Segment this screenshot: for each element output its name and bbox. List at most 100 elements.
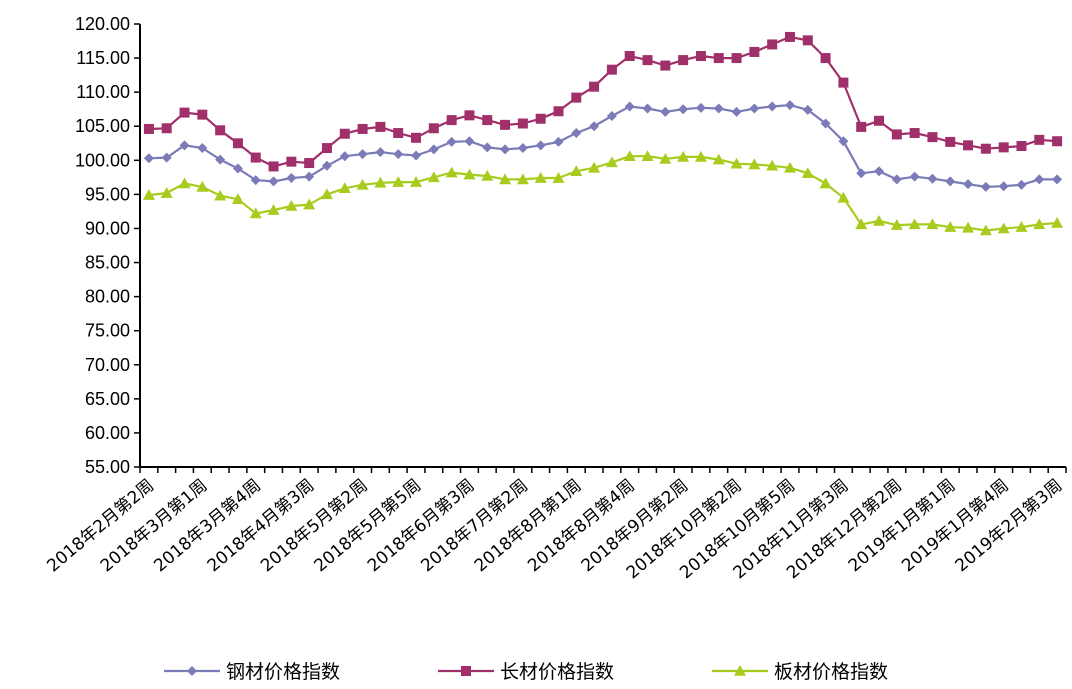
data-point bbox=[160, 187, 173, 198]
data-point bbox=[338, 182, 351, 194]
data-point bbox=[445, 166, 458, 178]
data-point bbox=[232, 138, 243, 149]
y-tick-label: 90.00 bbox=[85, 218, 130, 238]
series-3 bbox=[142, 150, 1064, 236]
data-point bbox=[161, 123, 172, 134]
data-point bbox=[694, 150, 707, 162]
data-point bbox=[427, 171, 440, 183]
data-point bbox=[187, 666, 197, 676]
data-point bbox=[908, 218, 921, 230]
y-tick-label: 95.00 bbox=[85, 184, 130, 204]
data-point bbox=[606, 111, 617, 122]
legend-item-3: 板材价格指数 bbox=[712, 661, 888, 683]
data-point bbox=[695, 102, 706, 113]
y-axis: 55.00 60.00 65.00 70.00 75.00 80.00 85.00 90.00… bbox=[75, 14, 141, 477]
data-point bbox=[819, 177, 832, 189]
data-point bbox=[874, 115, 885, 126]
data-point bbox=[481, 169, 494, 181]
data-point bbox=[1016, 179, 1027, 190]
y-tick-label: 80.00 bbox=[85, 287, 130, 307]
y-tick-label: 120.00 bbox=[75, 14, 130, 34]
series-line bbox=[148, 103, 1058, 188]
data-point bbox=[446, 115, 457, 126]
data-point bbox=[784, 31, 795, 42]
data-point bbox=[891, 174, 902, 185]
data-point bbox=[428, 144, 439, 155]
data-point bbox=[801, 167, 814, 179]
y-tick-label: 85.00 bbox=[85, 253, 130, 273]
y-tick-label: 55.00 bbox=[85, 457, 130, 477]
data-point bbox=[393, 149, 404, 160]
y-tick-label: 110.00 bbox=[76, 82, 130, 102]
data-point bbox=[499, 173, 512, 185]
data-point bbox=[231, 193, 244, 204]
data-point bbox=[945, 176, 956, 187]
data-point bbox=[197, 143, 208, 154]
data-point bbox=[392, 176, 405, 187]
data-point bbox=[767, 39, 778, 50]
data-point bbox=[838, 77, 849, 88]
data-point bbox=[215, 154, 226, 165]
data-point bbox=[286, 173, 297, 184]
data-point bbox=[748, 158, 761, 170]
data-point bbox=[660, 60, 671, 71]
series-layer bbox=[142, 31, 1064, 236]
data-point bbox=[997, 222, 1010, 234]
data-point bbox=[731, 106, 742, 117]
data-point bbox=[713, 103, 724, 114]
legend-label: 钢材价格指数 bbox=[226, 661, 340, 683]
data-point bbox=[945, 136, 956, 147]
series-line bbox=[148, 155, 1058, 232]
data-point bbox=[605, 156, 618, 168]
data-point bbox=[998, 181, 1009, 192]
data-point bbox=[250, 152, 261, 163]
y-tick-label: 100.00 bbox=[75, 150, 130, 170]
data-point bbox=[142, 189, 155, 200]
data-point bbox=[588, 161, 601, 173]
data-point bbox=[464, 136, 475, 147]
data-point bbox=[428, 123, 439, 134]
data-point bbox=[268, 161, 279, 172]
data-point bbox=[783, 161, 796, 173]
data-point bbox=[820, 118, 831, 129]
data-point bbox=[267, 204, 280, 215]
data-point bbox=[304, 158, 315, 169]
data-point bbox=[927, 132, 938, 143]
data-point bbox=[909, 128, 920, 139]
data-point bbox=[624, 101, 635, 112]
legend-item-2: 长材价格指数 bbox=[438, 661, 614, 683]
data-point bbox=[249, 207, 262, 219]
y-tick-label: 115.00 bbox=[76, 48, 130, 68]
data-point bbox=[268, 176, 279, 187]
data-point bbox=[411, 132, 422, 143]
data-point bbox=[926, 218, 939, 230]
y-tick-label: 70.00 bbox=[85, 355, 130, 375]
data-point bbox=[250, 175, 261, 186]
data-point bbox=[214, 189, 227, 201]
data-point bbox=[1034, 134, 1045, 145]
data-point bbox=[517, 118, 528, 129]
x-axis: 2018年2月第2周2018年3月第1周2018年3月第4周2018年4月第3周… bbox=[43, 466, 1067, 583]
legend-label: 长材价格指数 bbox=[500, 661, 614, 683]
data-point bbox=[855, 218, 868, 230]
data-point bbox=[482, 115, 493, 126]
data-point bbox=[998, 142, 1009, 153]
data-point bbox=[320, 188, 333, 200]
data-point bbox=[143, 153, 154, 164]
data-point bbox=[178, 177, 191, 189]
data-point bbox=[321, 160, 332, 171]
data-point bbox=[500, 144, 511, 155]
data-point bbox=[979, 224, 992, 236]
data-point bbox=[161, 152, 172, 163]
data-point bbox=[856, 168, 867, 179]
data-point bbox=[357, 149, 368, 160]
data-point bbox=[179, 140, 190, 151]
data-point bbox=[339, 151, 350, 162]
data-point bbox=[766, 159, 779, 171]
data-point bbox=[802, 104, 813, 115]
data-point bbox=[1051, 217, 1064, 228]
data-point bbox=[500, 119, 511, 130]
series-1 bbox=[143, 100, 1063, 192]
y-tick-label: 75.00 bbox=[85, 321, 130, 341]
